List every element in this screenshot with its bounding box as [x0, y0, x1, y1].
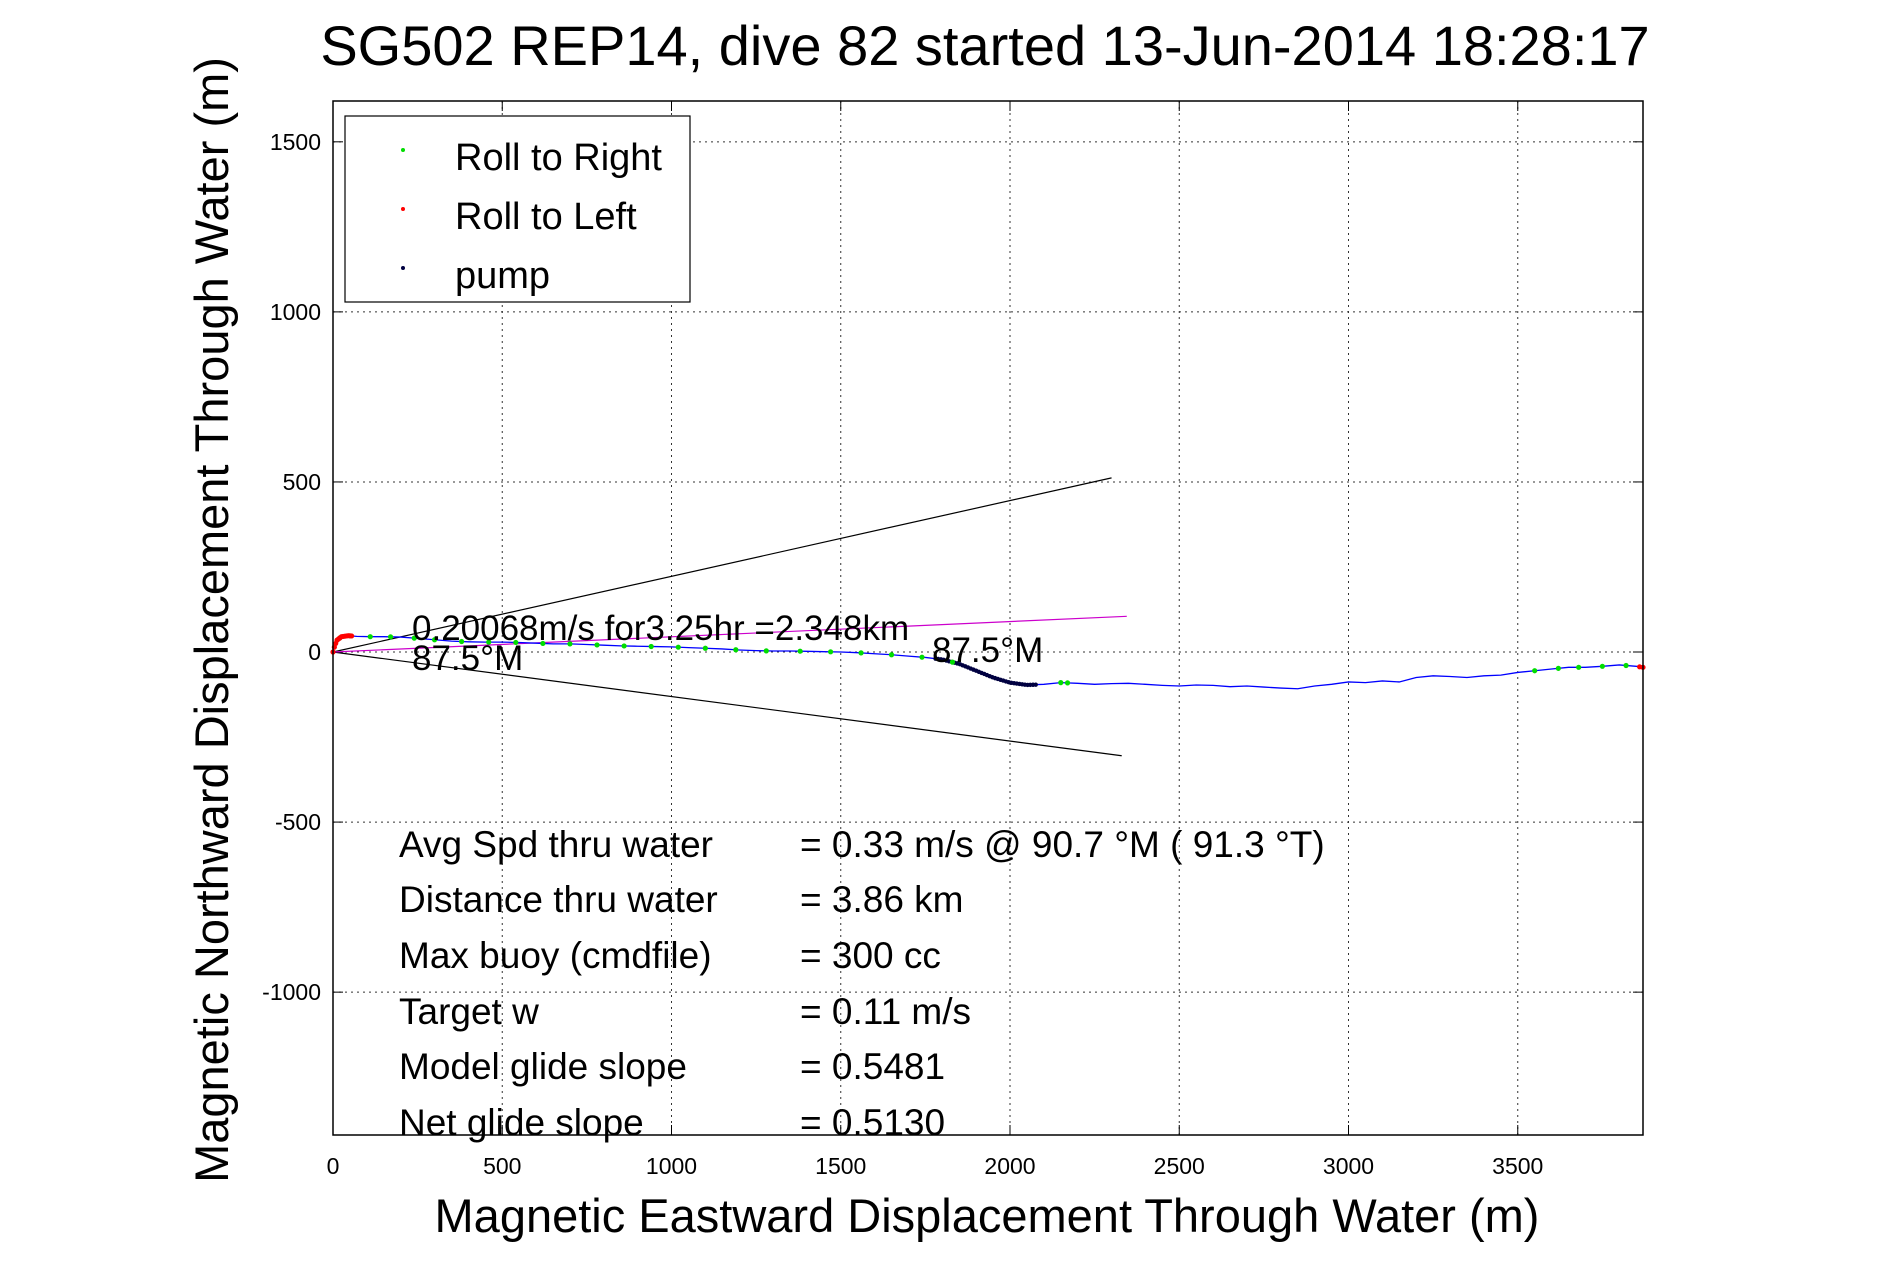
x-tick-label: 3000: [1323, 1153, 1374, 1179]
x-tick-label: 1500: [815, 1153, 866, 1179]
roll-right-point: [411, 635, 417, 641]
roll-right-point: [486, 639, 492, 645]
plot-annotations: 0.20068m/s for3.25hr =2.348km 87.5°M 87.…: [412, 609, 1043, 678]
heading-wedge-line-2: [332, 651, 1122, 757]
stat-label-target-w: Target w: [399, 991, 539, 1032]
roll-right-point: [567, 641, 573, 647]
legend-marker-roll-right: [401, 148, 405, 152]
roll-right-point: [459, 638, 465, 645]
pump-point: [1033, 682, 1038, 687]
roll-right-point: [513, 639, 519, 646]
roll-right-point: [1064, 680, 1071, 686]
y-tick-label: -500: [275, 809, 321, 835]
x-tick-label: 500: [483, 1153, 521, 1179]
roll-right-point: [702, 645, 708, 651]
y-tick-label: 500: [283, 469, 321, 495]
heading-annotation-left: 87.5°M: [412, 639, 523, 678]
chart-title: SG502 REP14, dive 82 started 13-Jun-2014…: [320, 14, 1649, 77]
roll-right-point: [387, 634, 394, 640]
stat-label-model-glide: Model glide slope: [399, 1046, 687, 1087]
stat-value-net-glide: = 0.5130: [800, 1102, 945, 1143]
stat-label-net-glide: Net glide slope: [399, 1102, 644, 1143]
stat-value-model-glide: = 0.5481: [800, 1046, 945, 1087]
y-tick-label: -1000: [262, 979, 321, 1005]
roll-right-point: [1532, 668, 1538, 674]
roll-right-point: [763, 648, 769, 654]
y-tick-label: 1500: [270, 129, 321, 155]
heading-wedge-line-1: [332, 477, 1112, 653]
roll-right-point: [367, 634, 373, 640]
x-axis-ticks: 0 500 1000 1500 2000 2500 3000 3500: [327, 101, 1543, 1179]
x-tick-label: 1000: [646, 1153, 697, 1179]
x-tick-label: 2000: [984, 1153, 1035, 1179]
speed-annotation: 0.20068m/s for3.25hr =2.348km: [412, 609, 909, 648]
dive-statistics: Avg Spd thru water = 0.33 m/s @ 90.7 °M …: [399, 824, 1325, 1143]
roll-right-point: [827, 649, 834, 655]
roll-right-point: [1623, 662, 1629, 669]
average-heading-line: [332, 615, 1127, 653]
roll-right-point: [648, 643, 654, 650]
roll-left-point: [349, 633, 355, 639]
y-tick-label: 1000: [270, 299, 321, 325]
legend-label-roll-right: Roll to Right: [455, 137, 662, 179]
roll-right-point: [594, 642, 600, 648]
x-tick-label: 0: [327, 1153, 340, 1179]
roll-right-point: [733, 647, 739, 653]
roll-right-point: [540, 640, 546, 647]
stat-value-avg-speed: = 0.33 m/s @ 90.7 °M ( 91.3 °T): [800, 824, 1325, 865]
stat-value-target-w: = 0.11 m/s: [800, 991, 971, 1032]
plot-series: [330, 477, 1646, 757]
roll-right-point: [675, 644, 681, 650]
stat-label-max-buoy: Max buoy (cmdfile): [399, 935, 712, 976]
y-axis-ticks: -1000 -500 0 500 1000 1500: [262, 129, 1643, 1005]
x-tick-label: 2500: [1154, 1153, 1205, 1179]
roll-right-point: [1555, 665, 1561, 671]
roll-right-point: [1058, 680, 1064, 686]
stat-value-max-buoy: = 300 cc: [800, 935, 941, 976]
roll-right-point: [1576, 664, 1582, 670]
legend-label-roll-left: Roll to Left: [455, 196, 637, 238]
roll-right-point: [431, 637, 438, 643]
roll-right-point: [1599, 663, 1605, 669]
y-axis-label: Magnetic Northward Displacement Through …: [185, 57, 238, 1183]
y-tick-label: 0: [308, 639, 321, 665]
roll-right-point: [797, 648, 803, 654]
stat-value-distance: = 3.86 km: [800, 879, 964, 920]
roll-right-point: [858, 650, 864, 656]
legend: Roll to Right Roll to Left pump: [344, 115, 691, 303]
stat-label-distance: Distance thru water: [399, 879, 718, 920]
x-axis-label: Magnetic Eastward Displacement Through W…: [435, 1189, 1540, 1242]
stat-label-avg-speed: Avg Spd thru water: [399, 824, 713, 865]
x-tick-label: 3500: [1492, 1153, 1543, 1179]
legend-marker-pump: [401, 266, 405, 270]
legend-label-pump: pump: [455, 255, 550, 297]
roll-right-point: [621, 643, 627, 649]
heading-annotation-right: 87.5°M: [932, 631, 1043, 670]
roll-right-point: [919, 654, 925, 660]
plot-frame: [332, 100, 1644, 1136]
legend-marker-roll-left: [401, 207, 405, 211]
roll-right-point: [949, 659, 956, 665]
roll-right-point: [888, 652, 895, 658]
